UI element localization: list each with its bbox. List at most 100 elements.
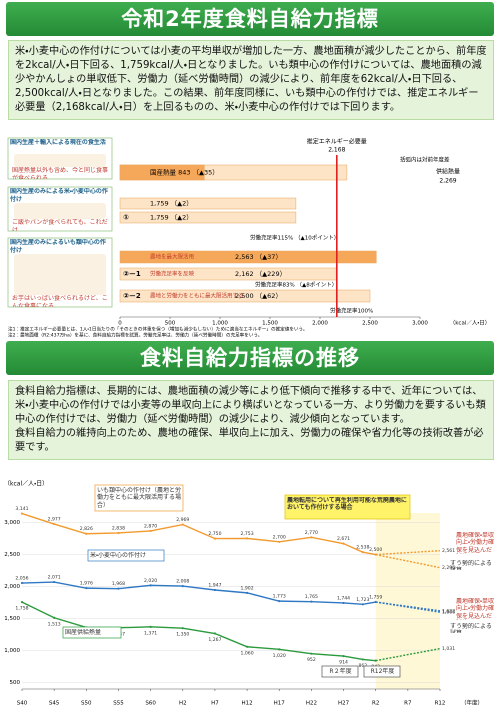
data-label: 2,008 xyxy=(176,579,189,585)
data-label: 2,700 xyxy=(273,534,286,540)
y-tick-label: 3,000 xyxy=(4,520,20,526)
annotation-frame xyxy=(363,665,401,678)
bar-marker: ②－2 xyxy=(123,292,141,300)
ratio-label: 労働充足率100% xyxy=(330,307,373,315)
annotation-frame xyxy=(94,484,184,512)
point xyxy=(245,645,249,648)
point xyxy=(117,531,120,535)
data-label: 1,060 xyxy=(240,650,253,656)
annotation-box: R２年度 xyxy=(329,667,352,675)
bar xyxy=(119,289,371,303)
x-tick-label: R12 xyxy=(435,701,446,707)
point xyxy=(213,632,217,635)
group-label-box: 国内生産のみによるいも類中心の作付け xyxy=(10,239,106,254)
data-label: 952 xyxy=(307,657,316,663)
data-label: 2,870 xyxy=(144,523,157,529)
data-label: 2,561 xyxy=(442,548,455,554)
point xyxy=(149,584,152,587)
projection-line xyxy=(375,647,441,662)
ratio-label: 労働充足率115% （▲10ポイント） xyxy=(250,234,339,242)
annotation: R12年度 xyxy=(370,667,395,675)
projection-line xyxy=(375,553,441,569)
bar-tag: 労働充足率を反映 xyxy=(150,270,195,278)
bar-value-label: 2,500 （▲62） xyxy=(235,292,282,300)
title-banner: 令和2年度食料自給力指標 xyxy=(6,2,494,36)
group-label-box: 国内生産＋輸入による現在の食生活 xyxy=(10,139,106,146)
data-label: 1,773 xyxy=(273,594,286,600)
bar-value-label: 1,759 （▲2） xyxy=(150,214,193,222)
point xyxy=(181,523,184,526)
reference-value: 2,168 xyxy=(328,147,345,154)
point xyxy=(53,522,56,526)
annotation-box: すう勢的による試算 xyxy=(450,560,492,570)
section-banner: 食料自給力指標の推移 xyxy=(6,341,494,375)
x-tick-label: 3,000 xyxy=(412,321,428,327)
point xyxy=(20,600,24,604)
data-label: 2,020 xyxy=(144,578,157,584)
paragraph: 食料自給力指標は、長期的には、農地面積の減少等により低下傾向で推移する中で、近年… xyxy=(15,386,486,425)
point xyxy=(213,588,217,592)
point xyxy=(361,551,364,554)
series-line xyxy=(21,581,376,606)
bar-value-label: 1,759 （▲2） xyxy=(150,200,193,208)
point xyxy=(342,542,345,545)
bar-marker: ②－1 xyxy=(123,270,141,278)
data-label: 2,977 xyxy=(48,517,61,523)
food-illustration xyxy=(14,203,106,219)
data-label: 1,744 xyxy=(337,595,350,601)
annotation-box: すう勢的による試算 xyxy=(450,623,492,633)
x-tick-label: H12 xyxy=(242,701,253,707)
point xyxy=(278,540,281,543)
food-illustration xyxy=(14,154,106,167)
annotation: 国産供給熱量 xyxy=(65,628,102,636)
annotation-box: 農地確保・単収向上・労働力確保を見込んだ試算 xyxy=(456,531,495,554)
data-label: 2,969 xyxy=(176,517,189,523)
group-label-box: 国内生産のみによる米・小麦中心の作付け xyxy=(10,188,108,203)
group-caption: ご飯やパンが食べられても、これだけ xyxy=(12,219,108,231)
annotation-frame xyxy=(87,549,165,562)
point xyxy=(310,652,313,655)
point xyxy=(310,600,313,603)
series-line xyxy=(21,512,376,556)
point xyxy=(85,532,88,535)
annotation: R２年度 xyxy=(329,667,352,675)
x-tick-label: H27 xyxy=(338,701,350,707)
annotation: 農地確保・単収向上・労働力確保を見込んだ試算 xyxy=(456,531,495,554)
x-axis-label: （kcal／人・日） xyxy=(450,320,490,327)
data-label: 1,758 xyxy=(15,606,28,612)
point xyxy=(53,580,56,584)
bar-value-label: 2,563 （▲37） xyxy=(235,253,282,261)
x-tick-label: S60 xyxy=(145,701,156,707)
data-label: 1,513 xyxy=(48,621,61,627)
y-tick-label: 500 xyxy=(10,680,21,686)
bar xyxy=(119,250,377,264)
supply-value: 2,269 xyxy=(439,178,456,185)
point xyxy=(278,600,281,603)
x-tick-label: R7 xyxy=(404,701,412,707)
point xyxy=(20,512,24,515)
group-caption: お芋はいっぱい食べられるけど、こんな食事になる xyxy=(12,295,108,307)
y-axis-label: （kcal／人・日） xyxy=(4,481,48,488)
x-tick-label: 1,000 xyxy=(212,321,228,327)
data-label: 1,765 xyxy=(305,594,318,600)
y-tick-label: 1,000 xyxy=(4,648,20,654)
data-label: 2,671 xyxy=(337,536,350,542)
bar-tag: 農地を最大限活用 xyxy=(150,253,194,261)
y-tick-label: 2,000 xyxy=(4,584,20,590)
group-caption-box: お芋はいっぱい食べられるけど、こんな食事になる xyxy=(12,295,108,307)
point xyxy=(85,587,88,590)
x-tick-label: H2 xyxy=(179,701,187,707)
data-label: 2,071 xyxy=(48,575,61,581)
data-label: 1,622 xyxy=(442,608,455,614)
bar-value-label: 2,162 （▲229） xyxy=(235,270,286,278)
annotation: 農地転用について再生利用可能な荒廃農地においても作付けする場合 xyxy=(287,496,407,512)
data-label: 1,947 xyxy=(208,582,221,588)
data-label: 1,267 xyxy=(208,637,221,643)
data-label: 1,976 xyxy=(80,581,93,587)
x-tick-label: 2,000 xyxy=(312,321,328,327)
x-tick-label: 2,500 xyxy=(362,321,378,327)
data-label: 2,296 xyxy=(442,565,455,571)
x-tick-label: H17 xyxy=(274,701,286,707)
ratio-label: 労働充足率83% （▲8ポイント） xyxy=(255,281,337,289)
